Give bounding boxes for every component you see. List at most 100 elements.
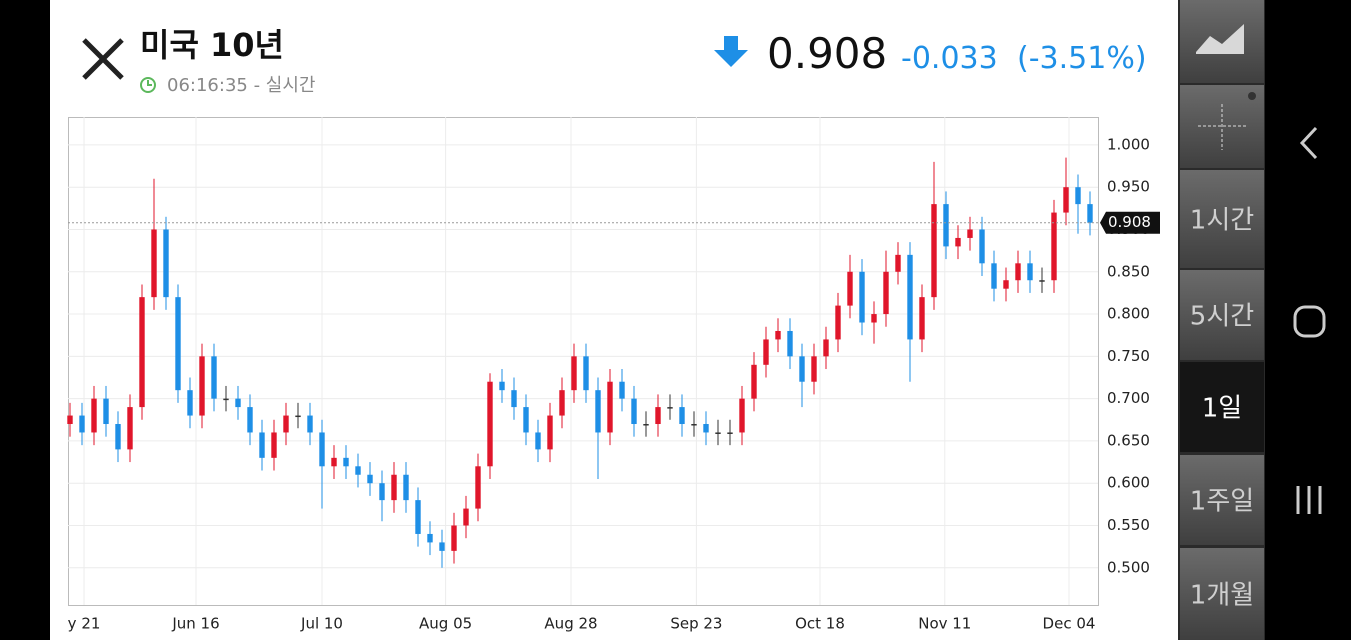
plot: y 21 Jun 16 Jul 10 Aug 05 Aug 28 Sep 23 Oct 18… xyxy=(67,117,1098,633)
candle-body xyxy=(763,339,769,365)
timeframe-label: 1일 xyxy=(1202,394,1242,424)
close-button[interactable] xyxy=(82,38,124,80)
candle-body xyxy=(679,407,685,425)
candle-body xyxy=(91,398,97,433)
instrument-title: 미국 10년 xyxy=(140,26,284,64)
candle-body xyxy=(775,330,781,340)
nav-home[interactable] xyxy=(1293,305,1326,338)
candle-body xyxy=(199,356,205,416)
candle-body xyxy=(187,390,193,416)
candle-body xyxy=(715,432,721,434)
y-tick-label: 0.800 xyxy=(1107,305,1150,323)
candle-body xyxy=(835,305,841,340)
candle-body xyxy=(559,390,565,416)
candle-body xyxy=(883,271,889,315)
x-tick-label: Jul 10 xyxy=(300,615,343,633)
timeframe-button[interactable] xyxy=(1180,455,1264,545)
candle-body xyxy=(343,457,349,467)
candle-body xyxy=(931,204,937,298)
candle-body xyxy=(895,254,901,272)
candle-body xyxy=(463,508,469,526)
timeframe-label: 5시간 xyxy=(1190,302,1254,332)
x-tick-label: Dec 04 xyxy=(1043,615,1096,633)
candle-body xyxy=(907,254,913,340)
timeframe-button[interactable] xyxy=(1180,270,1264,360)
y-tick-label: 0.700 xyxy=(1107,389,1150,407)
candle-body xyxy=(619,381,625,399)
candle-body xyxy=(667,407,673,409)
x-tick-label: Nov 11 xyxy=(918,615,971,633)
x-tick-label: Aug 28 xyxy=(544,615,597,633)
candle-body xyxy=(655,407,661,425)
candle-body xyxy=(967,229,973,238)
candle-body xyxy=(571,356,577,391)
clock-hands xyxy=(147,80,152,86)
candle-body xyxy=(163,229,169,298)
candle-body xyxy=(103,398,109,425)
nav-back[interactable] xyxy=(1299,126,1318,160)
candle-body xyxy=(631,398,637,425)
x-tick-label: y 21 xyxy=(68,615,101,633)
plot-frame xyxy=(68,117,1099,606)
chart-type-button[interactable] xyxy=(1180,0,1264,83)
candle-body xyxy=(487,381,493,467)
timeframe-button[interactable] xyxy=(1180,170,1264,268)
candle-body xyxy=(211,356,217,399)
candle-body xyxy=(535,432,541,450)
last-price-tag xyxy=(1100,211,1160,234)
candle-body xyxy=(475,466,481,509)
candle-body xyxy=(139,297,145,408)
timeframe-button[interactable] xyxy=(1180,548,1264,640)
timeframe-button[interactable] xyxy=(1180,362,1264,452)
clock-icon xyxy=(140,77,156,93)
candle-body xyxy=(1051,212,1057,281)
chart-icon xyxy=(1196,24,1244,54)
candle-body xyxy=(127,407,133,450)
candle-body xyxy=(1075,187,1081,205)
timeframe-label: 1시간 xyxy=(1190,206,1254,236)
candle-body xyxy=(739,398,745,433)
candle-body xyxy=(691,424,697,426)
candle-body xyxy=(367,474,373,484)
y-tick-label: 0.650 xyxy=(1107,431,1150,449)
y-tick-label: 0.750 xyxy=(1107,347,1150,365)
candle-body xyxy=(1063,187,1069,213)
y-tick-label: 0.950 xyxy=(1107,178,1150,196)
candle-body xyxy=(115,424,121,450)
timeframe-label: 1주일 xyxy=(1190,487,1254,517)
candle-body xyxy=(583,356,589,391)
left-edge xyxy=(0,0,50,640)
x-tick-label: Oct 18 xyxy=(795,615,845,633)
candle-body xyxy=(283,415,289,433)
candle-body xyxy=(547,415,553,450)
candle-body xyxy=(799,356,805,382)
candle-body xyxy=(391,474,397,501)
candle-body xyxy=(1027,263,1033,281)
chart-panel xyxy=(50,0,1178,640)
candle-body xyxy=(643,424,649,426)
candle-body xyxy=(403,474,409,501)
price: 0.908 xyxy=(767,29,887,78)
candle-body xyxy=(607,381,613,433)
candle-body xyxy=(871,314,877,323)
candle-body xyxy=(439,542,445,551)
candle-body xyxy=(379,483,385,501)
candle-body xyxy=(451,525,457,551)
candle-body xyxy=(427,533,433,543)
candle-body xyxy=(319,432,325,467)
candle-body xyxy=(355,466,361,475)
candle-body xyxy=(295,415,301,418)
timeframe-label: 1개월 xyxy=(1190,581,1254,611)
candle-body xyxy=(235,398,241,408)
candle-body xyxy=(247,407,253,433)
nav-recent[interactable] xyxy=(1296,486,1322,514)
candle-body xyxy=(751,364,757,399)
candle-body xyxy=(811,356,817,382)
candle-body xyxy=(919,297,925,340)
candle-body xyxy=(991,263,997,289)
y-tick-label: 0.500 xyxy=(1107,558,1150,576)
down-arrow xyxy=(714,36,748,67)
candle-body xyxy=(787,330,793,357)
